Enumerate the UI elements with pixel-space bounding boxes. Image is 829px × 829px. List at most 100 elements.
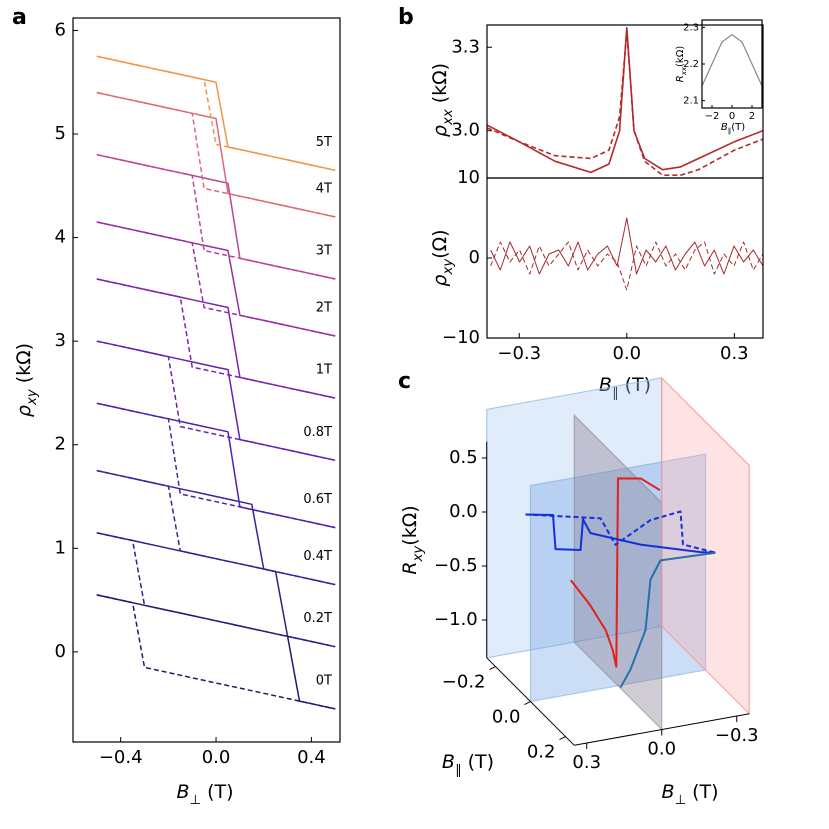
axis-label: ρxx (kΩ) bbox=[429, 63, 456, 137]
series-label: 0T bbox=[316, 673, 332, 688]
x-tick-label: −0.4 bbox=[99, 747, 143, 768]
z-tick-label: −1.0 bbox=[434, 609, 478, 630]
y-tick-label: 0 bbox=[55, 641, 66, 662]
axis-subscript: xy bbox=[25, 388, 40, 406]
data-line bbox=[96, 532, 336, 648]
axis-unit: (T) bbox=[731, 122, 745, 133]
series-label: 3T bbox=[316, 244, 332, 259]
axis-unit: (T) bbox=[201, 781, 233, 803]
y-tick-label: 6 bbox=[55, 19, 66, 40]
axis-unit: (kΩ) bbox=[13, 343, 35, 389]
data-line bbox=[96, 55, 336, 172]
plot-frame bbox=[72, 17, 341, 743]
y-tick-label: −0.2 bbox=[442, 672, 486, 693]
y-tick-label: 0.2 bbox=[527, 742, 556, 763]
series-label: 5T bbox=[316, 135, 332, 150]
data-line bbox=[96, 278, 336, 399]
series-label: 2T bbox=[316, 300, 332, 315]
data-line bbox=[490, 241, 764, 291]
data-line bbox=[96, 594, 336, 710]
axis-symbol: R bbox=[675, 75, 686, 82]
data-line bbox=[570, 477, 661, 668]
axis-symbol: B bbox=[721, 122, 728, 133]
axis-label: Rxx(kΩ) bbox=[675, 46, 688, 83]
plot-frame bbox=[486, 177, 764, 339]
data-line bbox=[96, 340, 336, 462]
plane-pink bbox=[661, 376, 750, 716]
y-tick-label: 0 bbox=[469, 247, 480, 268]
x-tick-label: 0.0 bbox=[202, 747, 231, 768]
data-line bbox=[525, 510, 716, 554]
panel: 2.1 2.2 2.3 −2 0 2 bbox=[683, 19, 763, 122]
data-line bbox=[96, 402, 336, 529]
x-tick-label: 0.4 bbox=[297, 747, 326, 768]
y-tick-label: −10 bbox=[442, 327, 480, 348]
panel-label: c bbox=[398, 369, 411, 394]
axis-subscript: xy bbox=[411, 545, 426, 563]
x-tick-label: −2 bbox=[705, 111, 720, 122]
axis-label: B⊥ (T) bbox=[661, 781, 718, 808]
axis-subscript: ∥ bbox=[455, 763, 462, 778]
data-line bbox=[96, 153, 336, 280]
plot-frame bbox=[701, 19, 763, 109]
axis-unit: (T) bbox=[619, 374, 651, 396]
axis-subscript: xx bbox=[680, 66, 688, 76]
axis-unit: (kΩ) bbox=[399, 505, 421, 545]
z-tick-label: −0.5 bbox=[434, 555, 478, 576]
data-line bbox=[490, 217, 764, 275]
axis-symbol: R bbox=[399, 561, 421, 574]
axis-unit: (T) bbox=[462, 751, 494, 773]
axis-label: B∥(T) bbox=[721, 122, 745, 135]
x-tick-label: 0 bbox=[729, 111, 735, 122]
axis-symbol: ρ bbox=[429, 275, 451, 287]
x-tick-label: −0.3 bbox=[715, 725, 759, 746]
data-line bbox=[701, 34, 763, 87]
y-tick-label: 4 bbox=[55, 227, 66, 248]
panel: 0 1 2 3 4 5 6 −0.4 0.0 0.4 0T 0.2T 0.4T 0.6T 0.8T 1T 2T 3… bbox=[55, 17, 341, 768]
series-label: 0.4T bbox=[303, 549, 332, 564]
x-tick-label: −0.3 bbox=[497, 343, 541, 364]
y-tick bbox=[524, 701, 531, 705]
axis-symbol: B bbox=[661, 781, 674, 803]
panel-label: b bbox=[398, 5, 414, 30]
axis-label: B∥ (T) bbox=[599, 374, 651, 401]
axis-unit: (Ω) bbox=[429, 229, 451, 258]
x-tick-label: 0.3 bbox=[720, 343, 749, 364]
y-tick-label: 2 bbox=[55, 434, 66, 455]
y-tick-label: 0.0 bbox=[492, 707, 521, 728]
axis-symbol: B bbox=[176, 781, 189, 803]
data-line bbox=[619, 551, 716, 688]
y-tick-label: 2.2 bbox=[683, 59, 699, 70]
axis-label: ρxy(Ω) bbox=[429, 229, 456, 286]
axis-symbol: B bbox=[442, 751, 455, 773]
panel: −10 0 10 −0.3 0.0 0.3 bbox=[442, 167, 764, 364]
axis-unit: (kΩ) bbox=[429, 63, 451, 109]
axis-symbol: ρ bbox=[429, 125, 451, 137]
panel-label: a bbox=[12, 5, 27, 30]
y-tick bbox=[489, 666, 496, 670]
x-tick-label: 2 bbox=[749, 111, 755, 122]
axis-unit: (kΩ) bbox=[675, 46, 686, 67]
data-line bbox=[96, 91, 336, 218]
axis-subscript: xx bbox=[441, 109, 456, 126]
series-label: 0.6T bbox=[303, 492, 332, 507]
axis-subscript: ⊥ bbox=[674, 793, 686, 808]
series-label: 0.2T bbox=[303, 611, 332, 626]
y-tick-label: 5 bbox=[55, 123, 66, 144]
axis-label: ρxy (kΩ) bbox=[13, 343, 40, 417]
series-label: 4T bbox=[316, 181, 332, 196]
y-tick bbox=[559, 736, 566, 740]
series-label: 0.8T bbox=[303, 425, 332, 440]
axis-subscript: ∥ bbox=[728, 127, 732, 135]
series-label: 1T bbox=[316, 363, 332, 378]
axis-label: B∥ (T) bbox=[442, 751, 494, 778]
z-tick-label: 0.0 bbox=[449, 501, 478, 522]
axis-unit: (T) bbox=[686, 781, 718, 803]
x-tick-label: 0.0 bbox=[612, 343, 641, 364]
axis-subscript: xy bbox=[441, 258, 456, 276]
data-line bbox=[96, 469, 336, 586]
y-tick-label: 2.3 bbox=[683, 22, 699, 33]
z-tick-label: 0.5 bbox=[449, 447, 478, 468]
data-line bbox=[96, 221, 336, 337]
y-tick-label: 3.0 bbox=[451, 120, 480, 141]
